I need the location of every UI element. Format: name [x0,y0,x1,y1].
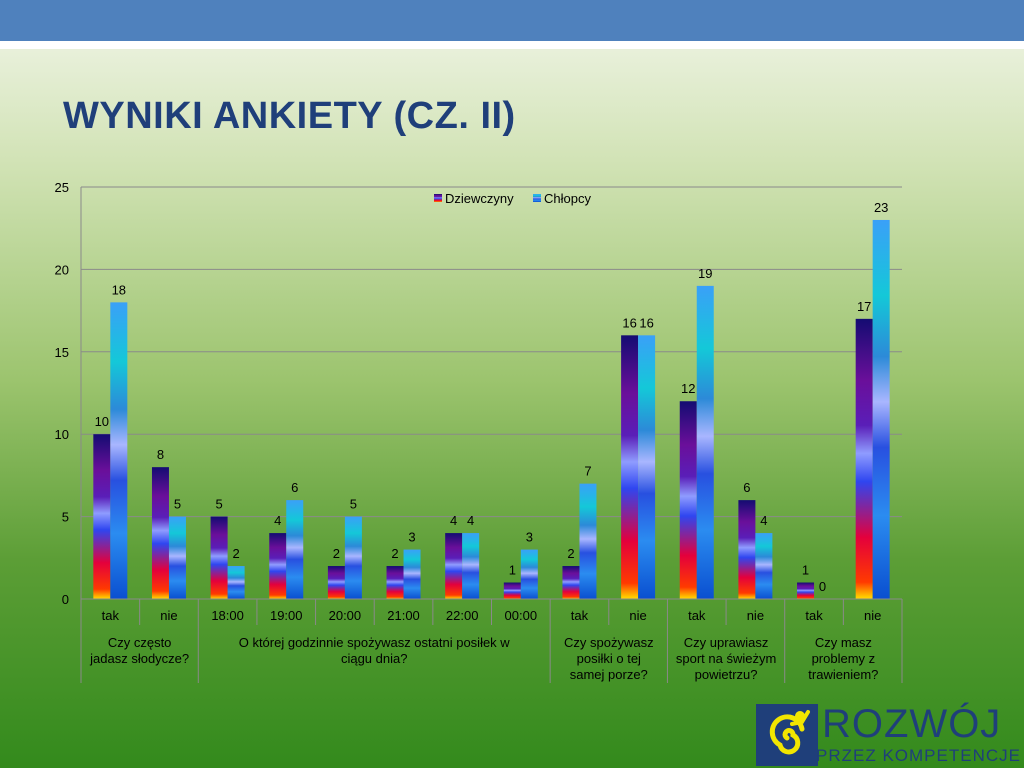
data-label-dziewczyny: 2 [391,546,398,561]
bar-dziewczyny [327,566,345,599]
bar-chlopcy [286,500,304,599]
legend-swatch-dziewczyny [434,194,442,202]
bar-chlopcy [168,516,186,599]
data-label-chlopcy: 18 [112,282,126,297]
logo-text-rozwoj: ROZWÓJ [822,702,1002,746]
logo-text-przez-kompetencje: PRZEZ KOMPETENCJE [816,746,1021,765]
bar-dziewczyny [797,582,815,599]
data-label-chlopcy: 3 [526,530,533,545]
rozwoj-logo: ROZWÓJ PRZEZ KOMPETENCJE [756,700,1024,768]
data-label-chlopcy: 5 [174,497,181,512]
bar-chlopcy [227,566,245,599]
bar-chlopcy [462,533,480,599]
x-group-label: Czy uprawiasz sport na świeżym powietrzu? [676,635,776,682]
bar-dziewczyny [679,401,697,599]
x-category-label: nie [629,608,646,623]
x-category-label: 21:00 [387,608,420,623]
bar-chlopcy [110,302,128,599]
legend-swatch-chlopcy [533,194,541,202]
x-category-label: nie [747,608,764,623]
data-label-dziewczyny: 4 [450,513,457,528]
bar-dziewczyny [503,582,521,599]
data-label-chlopcy: 3 [408,530,415,545]
x-group-label: O której godzinnie spożywasz ostatni pos… [239,635,511,666]
data-label-chlopcy: 2 [232,546,239,561]
x-category-label: 00:00 [505,608,538,623]
y-tick-label: 15 [55,345,69,360]
top-white-stripe [0,41,1024,49]
data-label-dziewczyny: 5 [215,497,222,512]
data-label-chlopcy: 19 [698,266,712,281]
x-category-label: 20:00 [329,608,362,623]
yellow-spiral-person-icon [756,704,818,766]
x-group-label: Czy masz problemy z trawieniem? [808,635,878,682]
y-tick-label: 10 [55,427,69,442]
data-label-dziewczyny: 1 [509,563,516,578]
data-label-chlopcy: 16 [639,315,653,330]
bar-dziewczyny [151,467,169,599]
data-label-chlopcy: 4 [467,513,474,528]
data-label-chlopcy: 23 [874,200,888,215]
data-label-dziewczyny: 2 [567,546,574,561]
legend-label-chlopcy: Chłopcy [544,191,591,206]
data-label-chlopcy: 6 [291,480,298,495]
bar-chlopcy [344,516,362,599]
y-tick-label: 25 [55,180,69,195]
data-label-chlopcy: 5 [350,497,357,512]
legend-label-dziewczyny: Dziewczyny [445,191,514,206]
bar-dziewczyny [386,566,404,599]
data-label-dziewczyny: 10 [95,414,109,429]
bar-chlopcy [403,549,421,599]
x-group-label: Czy często jadasz słodycze? [89,635,189,666]
data-label-dziewczyny: 1 [802,563,809,578]
x-category-label: nie [864,608,881,623]
x-category-label: tak [688,608,706,623]
bar-chlopcy [872,219,890,599]
bar-chlopcy [520,549,538,599]
x-category-label: tak [571,608,589,623]
data-label-dziewczyny: 4 [274,513,281,528]
bar-dziewczyny [738,500,756,599]
bar-chlopcy [579,483,597,599]
y-tick-label: 20 [55,262,69,277]
x-category-label: tak [102,608,120,623]
bar-dziewczyny [855,318,873,599]
bar-dziewczyny [269,533,287,599]
data-label-dziewczyny: 16 [622,315,636,330]
x-group-label: Czy spożywasz posiłki o tej samej porze? [564,635,654,682]
bar-chlopcy [755,533,773,599]
slide-title: WYNIKI ANKIETY (CZ. II) [63,95,516,137]
data-label-dziewczyny: 8 [157,447,164,462]
x-category-label: 19:00 [270,608,303,623]
bar-dziewczyny [210,516,228,599]
data-label-dziewczyny: 17 [857,299,871,314]
data-label-chlopcy: 0 [819,579,826,594]
x-category-label: 18:00 [211,608,244,623]
x-category-label: 22:00 [446,608,479,623]
y-tick-label: 0 [62,592,69,607]
x-category-label: tak [805,608,823,623]
bar-chlopcy [696,285,714,599]
y-tick-label: 5 [62,510,69,525]
data-label-dziewczyny: 12 [681,381,695,396]
x-category-label: nie [160,608,177,623]
top-accent-bar [0,0,1024,41]
bar-dziewczyny [562,566,580,599]
bar-dziewczyny [445,533,463,599]
bar-dziewczyny [93,434,111,599]
data-label-chlopcy: 7 [584,464,591,479]
data-label-dziewczyny: 6 [743,480,750,495]
bar-dziewczyny [621,335,639,599]
data-label-dziewczyny: 2 [333,546,340,561]
data-label-chlopcy: 4 [760,513,767,528]
bar-chlopcy [638,335,656,599]
